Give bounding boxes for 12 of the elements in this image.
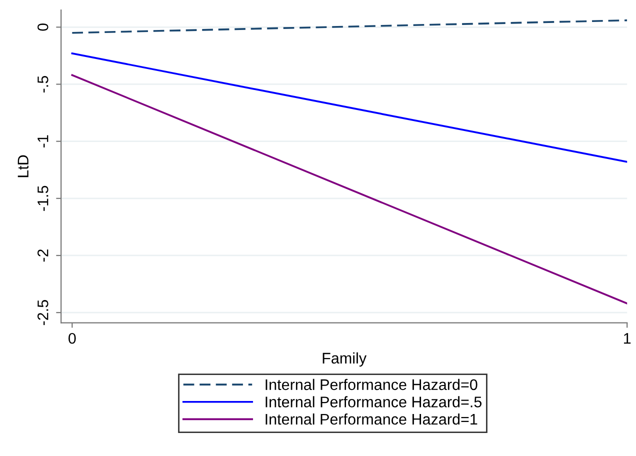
y-tick-label: 0	[37, 24, 48, 31]
legend-label: Internal Performance Hazard=0	[266, 378, 478, 390]
y-tick-label: -2	[37, 249, 48, 262]
y-tick-label: -1	[38, 135, 48, 148]
y-tick-label: -1.5	[38, 186, 48, 211]
y-tick-label: -.5	[38, 76, 48, 92]
x-axis-title: Family	[322, 352, 367, 367]
y-axis-title: LtD	[18, 155, 28, 178]
x-tick-label: 1	[624, 333, 631, 344]
y-tick-label: -2.5	[37, 300, 48, 326]
legend-label: Internal Performance Hazard=1	[266, 413, 478, 425]
legend-label: Internal Performance Hazard=.5	[266, 396, 482, 408]
